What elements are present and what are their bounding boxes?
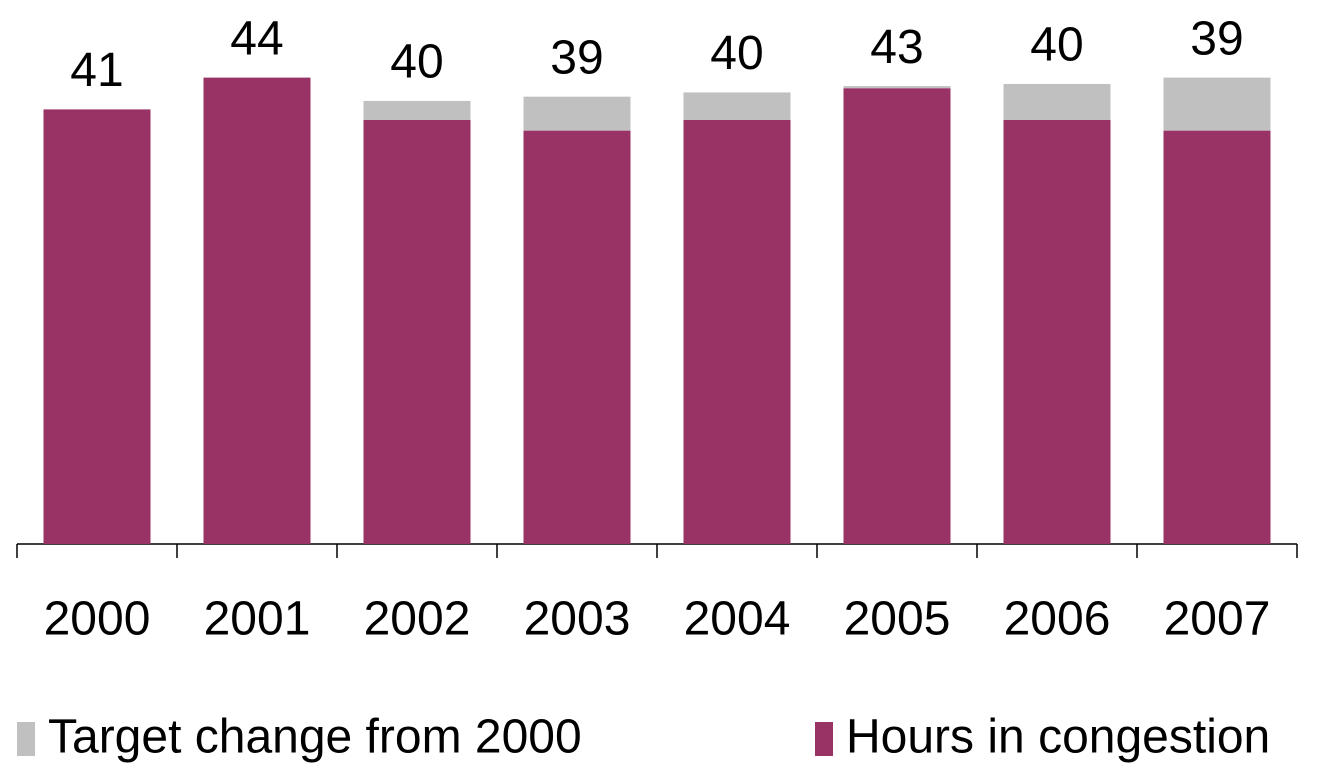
bar-segment	[1003, 120, 1111, 544]
x-tick-label: 2000	[44, 593, 151, 646]
value-label: 44	[230, 12, 283, 65]
bar-segment	[523, 96, 631, 131]
bar-segment	[683, 92, 791, 120]
legend-swatch	[17, 722, 35, 756]
bar-segment	[843, 88, 951, 544]
bar-segment	[203, 77, 311, 544]
x-tick-label: 2005	[844, 593, 951, 646]
bar-segment	[1163, 130, 1271, 544]
legend-swatch	[815, 722, 833, 756]
value-label: 43	[870, 21, 923, 74]
bar-segment	[843, 86, 951, 89]
legend-label: Hours in congestion	[846, 711, 1270, 764]
bar-segment	[683, 120, 791, 544]
x-tick-label: 2001	[204, 593, 311, 646]
bar-segment	[43, 109, 151, 545]
legend-label: Target change from 2000	[48, 711, 582, 764]
bar-segment	[363, 120, 471, 544]
value-label: 40	[1030, 19, 1083, 72]
x-tick-label: 2006	[1004, 593, 1111, 646]
bar-segment	[1163, 77, 1271, 131]
value-label: 39	[550, 31, 603, 84]
bar-segment	[523, 130, 631, 544]
x-tick-label: 2002	[364, 593, 471, 646]
bar-segment	[363, 100, 471, 120]
value-label: 40	[710, 27, 763, 80]
value-label: 39	[1190, 12, 1243, 65]
bar-segment	[1003, 83, 1111, 120]
x-tick-label: 2004	[684, 593, 791, 646]
x-tick-label: 2007	[1164, 593, 1271, 646]
value-label: 41	[70, 44, 123, 97]
x-tick-label: 2003	[524, 593, 631, 646]
value-label: 40	[390, 36, 443, 89]
